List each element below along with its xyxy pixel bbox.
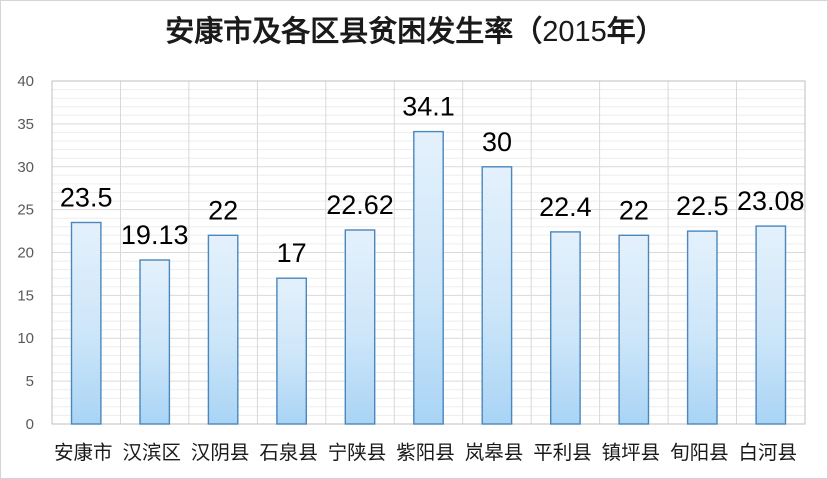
svg-text:安康市: 安康市	[54, 442, 113, 464]
svg-text:25: 25	[17, 202, 34, 219]
svg-text:岚皋县: 岚皋县	[465, 442, 524, 464]
svg-text:40: 40	[17, 73, 34, 90]
svg-text:17: 17	[277, 238, 307, 268]
svg-text:15: 15	[17, 287, 34, 304]
svg-text:汉阴县: 汉阴县	[191, 442, 250, 464]
svg-text:19.13: 19.13	[121, 220, 189, 250]
svg-text:30: 30	[482, 127, 512, 157]
svg-text:平利县: 平利县	[533, 442, 592, 464]
svg-text:23.5: 23.5	[60, 183, 113, 213]
svg-text:宁陕县: 宁陕县	[328, 442, 387, 464]
svg-text:旬阳县: 旬阳县	[670, 442, 729, 464]
svg-text:30: 30	[17, 159, 34, 176]
svg-text:22.4: 22.4	[539, 192, 592, 222]
svg-text:5: 5	[26, 373, 34, 390]
svg-text:汉滨区: 汉滨区	[123, 442, 182, 464]
svg-text:22.5: 22.5	[676, 191, 729, 221]
svg-text:镇坪县: 镇坪县	[602, 442, 661, 464]
svg-text:34.1: 34.1	[402, 92, 455, 122]
svg-text:紫阳县: 紫阳县	[396, 442, 455, 464]
svg-text:10: 10	[17, 330, 34, 347]
svg-text:20: 20	[17, 245, 34, 262]
svg-text:白河县: 白河县	[739, 442, 798, 464]
svg-text:22: 22	[619, 195, 649, 225]
svg-text:22.62: 22.62	[326, 190, 394, 220]
svg-text:0: 0	[26, 416, 34, 433]
svg-text:22: 22	[208, 195, 238, 225]
svg-text:石泉县: 石泉县	[259, 442, 318, 464]
svg-text:35: 35	[17, 116, 34, 133]
svg-text:23.08: 23.08	[737, 186, 805, 216]
